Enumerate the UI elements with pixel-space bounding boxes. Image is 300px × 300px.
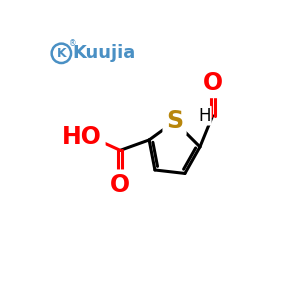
Text: O: O xyxy=(110,173,130,197)
Text: H: H xyxy=(198,107,211,125)
Text: O: O xyxy=(202,71,223,95)
Text: Kuujia: Kuujia xyxy=(73,44,136,62)
Text: ®: ® xyxy=(69,39,76,48)
Text: K: K xyxy=(56,47,66,60)
Text: S: S xyxy=(166,110,183,134)
Text: HO: HO xyxy=(62,125,102,149)
